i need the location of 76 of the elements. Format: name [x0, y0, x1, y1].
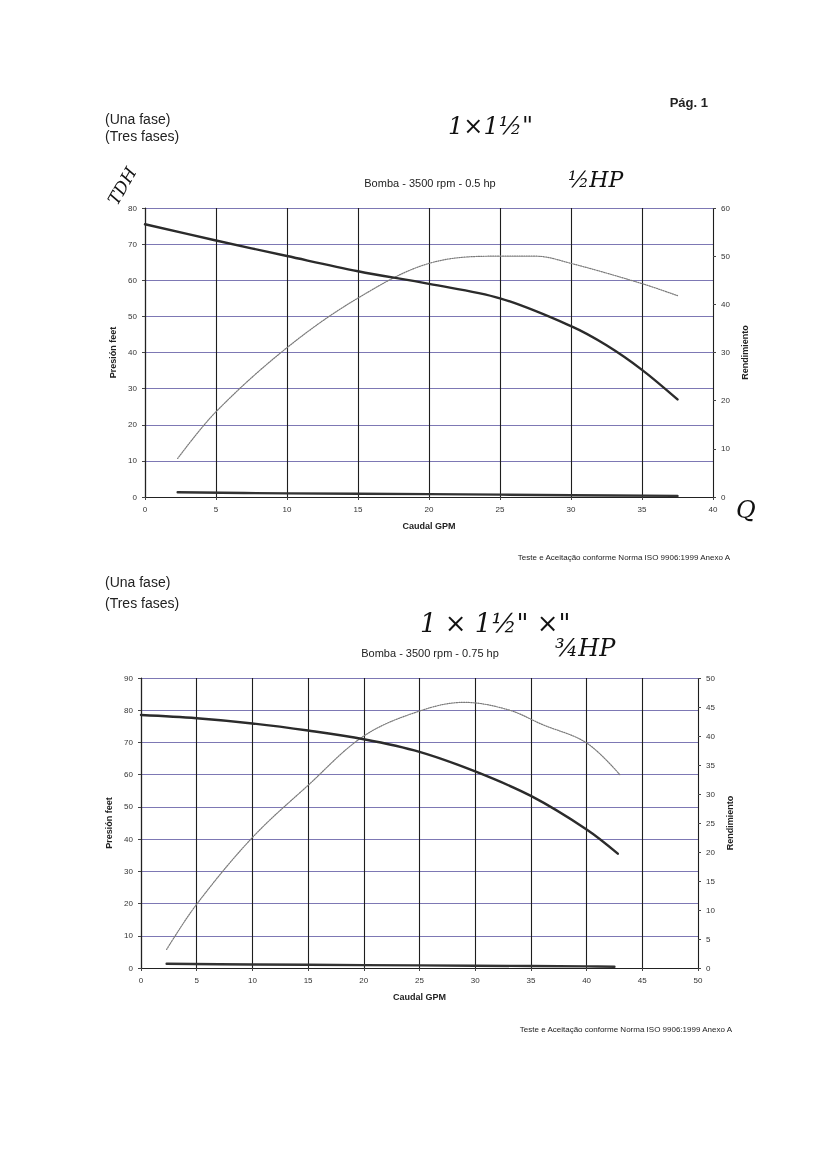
y-tick-label: 90 — [124, 673, 134, 683]
x-tick-label: 20 — [359, 975, 369, 985]
y2-tick-label: 0 — [706, 963, 711, 973]
y-tick-label: 70 — [128, 239, 138, 249]
y2-axis-title: Rendimiento — [725, 795, 736, 851]
line-series — [166, 701, 621, 951]
y-axis-title: Presión feet — [103, 797, 114, 849]
y2-tick-label: 40 — [706, 731, 716, 741]
y2-tick-label: 50 — [706, 673, 716, 683]
x-axis-title: Caudal GPM — [402, 520, 456, 531]
x-tick-label: 25 — [495, 504, 505, 514]
text: (Tres fases) — [105, 128, 180, 144]
x-tick-label: 5 — [194, 975, 200, 985]
text: (Una fase) — [105, 111, 171, 127]
x-axis-title: Caudal GPM — [392, 991, 447, 1002]
text: Teste e Aceitação conforme Norma ISO 9906:1999 Anexo A — [517, 552, 731, 562]
text: (Tres fases) — [105, 595, 180, 611]
x-tick-label: 10 — [247, 975, 258, 985]
y2-tick-label: 45 — [706, 702, 716, 712]
y2-tick-label: 10 — [706, 905, 716, 915]
chart-title: Bomba - 3500 rpm - 0.75 hp — [361, 647, 499, 659]
y2-tick-label: 25 — [706, 818, 716, 828]
y-axis-title: Presión feet — [107, 326, 118, 379]
y2-tick-label: 0 — [721, 492, 726, 502]
x-tick-label: 40 — [582, 975, 592, 985]
text: Q — [736, 496, 756, 524]
y2-tick-label: 10 — [721, 444, 731, 454]
y-tick-label: 80 — [124, 705, 134, 715]
y-tick-label: 30 — [128, 384, 138, 394]
y2-axis-title: Rendimiento — [740, 324, 751, 380]
y2-tick-label: 20 — [706, 847, 716, 857]
x-tick-label: 50 — [693, 975, 703, 985]
y2-tick-label: 30 — [721, 348, 731, 357]
text: Teste e Aceitação conforme Norma ISO 9906:1999 Anexo A — [519, 1024, 733, 1034]
y2-tick-label: 35 — [706, 760, 716, 770]
line-series — [177, 255, 679, 460]
x-tick-label: 5 — [213, 504, 219, 514]
y-tick-label: 20 — [124, 899, 134, 909]
x-tick-label: 15 — [303, 975, 314, 985]
x-tick-label: 15 — [353, 504, 363, 514]
x-tick-label: 25 — [415, 975, 425, 985]
text: 1×1½" — [448, 112, 533, 140]
x-tick-label: 45 — [637, 975, 648, 985]
y2-tick-label: 20 — [721, 396, 731, 406]
y-tick-label: 0 — [128, 963, 134, 973]
text: Pág. 1 — [669, 95, 708, 110]
x-tick-label: 10 — [282, 504, 292, 514]
x-tick-label: 30 — [566, 504, 576, 514]
x-tick-label: 35 — [637, 504, 647, 514]
y2-tick-label: 60 — [721, 203, 731, 213]
y-tick-label: 40 — [128, 348, 138, 357]
chart-title: Bomba - 3500 rpm - 0.5 hp — [364, 177, 496, 189]
y-tick-label: 60 — [128, 275, 138, 285]
y-tick-label: 70 — [124, 737, 134, 747]
y-tick-label: 60 — [124, 770, 134, 780]
y2-tick-label: 50 — [721, 251, 731, 261]
y-tick-label: 10 — [124, 931, 134, 941]
x-tick-label: 20 — [424, 504, 434, 514]
x-tick-label: 35 — [526, 975, 536, 985]
y2-tick-label: 30 — [706, 789, 716, 799]
x-tick-label: 0 — [142, 504, 148, 514]
y-tick-label: 80 — [128, 203, 138, 213]
x-tick-label: 40 — [708, 504, 718, 514]
text: (Una fase) — [105, 574, 171, 590]
y2-tick-label: 40 — [721, 299, 731, 309]
text: ½HP — [568, 166, 625, 192]
x-tick-label: 30 — [470, 975, 481, 985]
y2-tick-label: 15 — [706, 876, 716, 886]
y-tick-label: 40 — [124, 834, 134, 844]
y-tick-label: 10 — [128, 456, 138, 466]
y-tick-label: 20 — [128, 420, 138, 430]
y-tick-label: 50 — [128, 311, 138, 321]
y-tick-label: 0 — [132, 492, 138, 502]
y-tick-label: 50 — [124, 802, 134, 812]
y2-tick-label: 5 — [706, 934, 711, 944]
y-tick-label: 30 — [124, 866, 134, 876]
